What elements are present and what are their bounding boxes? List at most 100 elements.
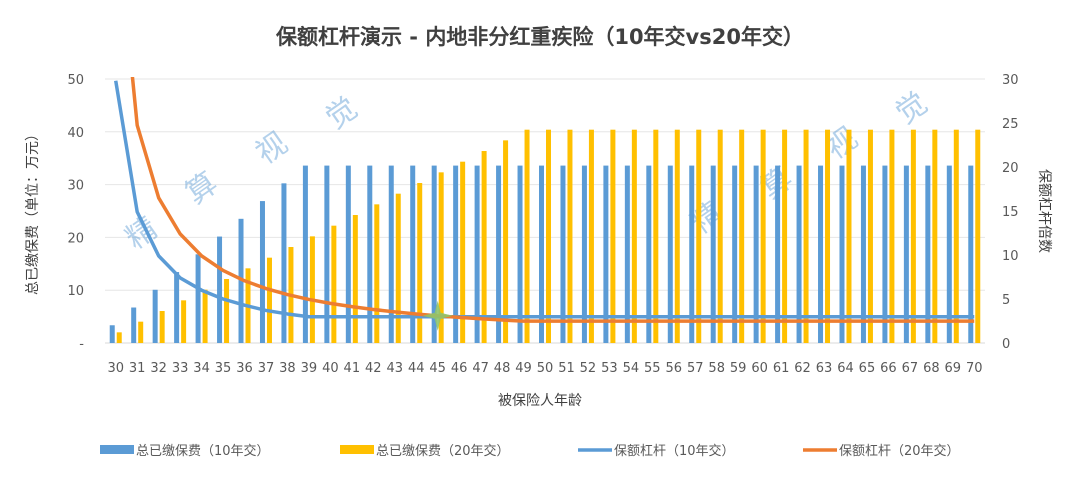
bar-20yr: [395, 193, 401, 343]
x-axis-title: 被保险人年龄: [498, 393, 582, 409]
bar-10yr: [174, 272, 180, 343]
x-tick: 35: [215, 361, 232, 376]
bar-20yr: [803, 129, 809, 343]
bar-10yr: [839, 165, 845, 343]
bar-20yr: [653, 129, 659, 343]
x-tick: 66: [880, 361, 897, 376]
bar-20yr: [159, 311, 165, 343]
x-tick: 56: [666, 361, 683, 376]
x-tick: 36: [236, 361, 253, 376]
bar-20yr: [889, 129, 895, 343]
x-tick: 33: [172, 361, 189, 376]
bar-10yr: [882, 165, 888, 343]
bar-10yr: [732, 165, 738, 343]
bar-20yr: [717, 129, 723, 343]
watermark-char: 觉: [890, 86, 935, 132]
x-tick: 62: [794, 361, 811, 376]
x-tick: 65: [859, 361, 876, 376]
y-tick-left: 20: [67, 231, 84, 246]
x-tick: 61: [773, 361, 790, 376]
y-tick-right: 5: [1002, 293, 1010, 308]
chart-title: 保额杠杆演示 - 内地非分红重疾险（10年交vs20年交）: [275, 25, 804, 49]
x-tick: 55: [644, 361, 661, 376]
bar-20yr: [760, 129, 766, 343]
legend-label: 总已缴保费（10年交）: [136, 443, 270, 459]
x-tick: 37: [258, 361, 275, 376]
bar-10yr: [367, 165, 373, 343]
bar-20yr: [202, 289, 208, 343]
bar-20yr: [567, 129, 573, 343]
x-tick: 44: [408, 361, 425, 376]
bar-10yr: [431, 165, 437, 343]
bar-10yr: [539, 165, 544, 343]
x-tick: 32: [150, 361, 167, 376]
bar-10yr: [560, 165, 566, 343]
y-axis-left-title: 总已缴保费（单位：万元）: [25, 127, 41, 295]
bar-10yr: [259, 201, 265, 343]
bar-20yr: [417, 183, 423, 343]
x-tick: 45: [429, 361, 446, 376]
bar-20yr: [631, 129, 637, 343]
bar-20yr: [739, 129, 745, 343]
x-tick: 64: [837, 361, 854, 376]
bar-20yr: [932, 129, 938, 343]
bar-20yr: [588, 129, 594, 343]
bar-20yr: [867, 129, 873, 343]
y-tick-left: 10: [67, 284, 84, 299]
watermark-char: 算: [180, 166, 225, 212]
x-tick: 58: [708, 361, 725, 376]
bar-10yr: [860, 165, 866, 343]
bar-20yr: [374, 204, 380, 343]
bar-10yr: [302, 165, 308, 343]
legend-label: 保额杠杆（20年交）: [839, 443, 960, 459]
legend-swatch: [340, 445, 374, 454]
bar-20yr: [696, 129, 702, 343]
bar-20yr: [352, 215, 358, 343]
x-tick: 46: [451, 361, 468, 376]
bar-20yr: [309, 236, 315, 343]
x-tick: 60: [751, 361, 768, 376]
x-tick: 31: [129, 361, 146, 376]
bar-20yr: [266, 257, 272, 343]
bar-10yr: [775, 165, 781, 343]
bar-20yr: [846, 129, 852, 343]
bar-10yr: [152, 289, 158, 343]
watermark-char: 觉: [320, 91, 365, 137]
y-tick-right: 30: [1002, 73, 1019, 88]
bar-10yr: [517, 165, 523, 343]
x-tick: 34: [193, 361, 210, 376]
bar-10yr: [925, 165, 931, 343]
bar-10yr: [217, 236, 223, 343]
bar-10yr: [689, 165, 695, 343]
x-tick: 52: [580, 361, 597, 376]
bar-20yr: [953, 129, 959, 343]
bar-20yr: [224, 279, 230, 343]
bar-10yr: [109, 325, 115, 343]
bar-10yr: [667, 165, 673, 343]
bar-20yr: [460, 161, 466, 343]
bar-20yr: [910, 129, 916, 343]
x-tick: 38: [279, 361, 296, 376]
x-tick: 47: [472, 361, 489, 376]
y-tick-left: 30: [67, 179, 84, 194]
bar-10yr: [624, 165, 630, 343]
x-tick: 57: [687, 361, 704, 376]
x-tick: 40: [322, 361, 339, 376]
bar-10yr: [453, 165, 459, 343]
x-tick: 53: [601, 361, 618, 376]
x-tick: 30: [107, 361, 124, 376]
bar-10yr: [646, 165, 652, 343]
x-tick: 70: [966, 361, 983, 376]
bar-10yr: [818, 165, 824, 343]
bar-10yr: [581, 165, 587, 343]
legend-label: 总已缴保费（20年交）: [376, 443, 510, 459]
x-tick: 51: [558, 361, 575, 376]
y-tick-right: 0: [1002, 337, 1010, 352]
x-tick: 48: [494, 361, 511, 376]
y-tick-right: 25: [1002, 117, 1019, 132]
x-tick: 59: [730, 361, 747, 376]
bar-20yr: [116, 332, 122, 343]
x-tick: 42: [365, 361, 382, 376]
